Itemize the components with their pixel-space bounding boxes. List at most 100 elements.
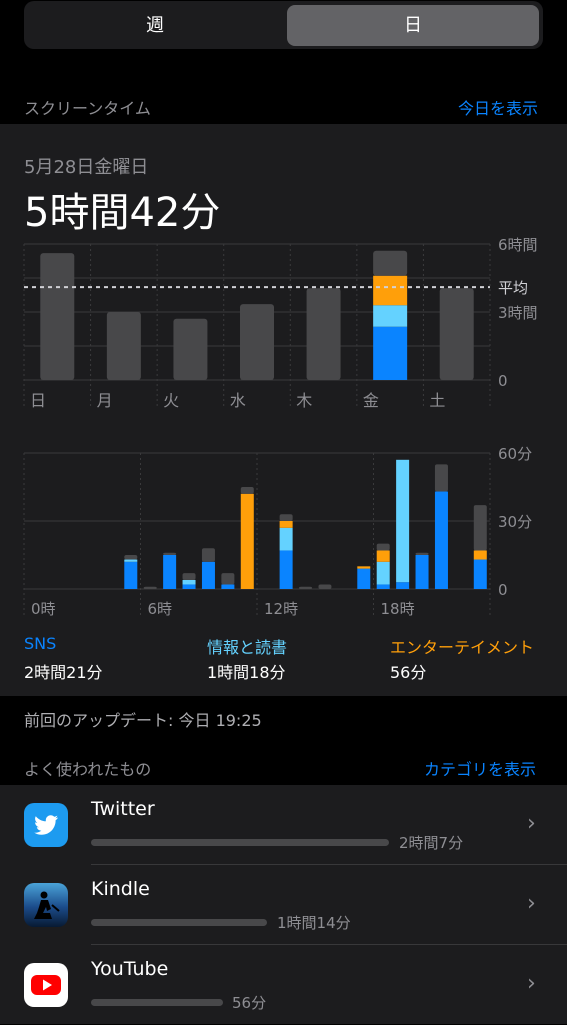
hour-bar-other (434, 464, 448, 492)
hour-bar-other (143, 586, 157, 589)
hour-bar-sns (415, 555, 429, 589)
summary-total-time: 5時間42分 (24, 190, 221, 236)
hour-bar-sns (182, 584, 196, 589)
hour-bar-reading (182, 579, 196, 585)
usage-bar (91, 999, 223, 1006)
hour-label: 18時 (381, 600, 415, 618)
day-bar (240, 304, 274, 380)
hour-bar-other (299, 586, 313, 589)
bar-entertainment (373, 275, 408, 306)
usage-time: 1時間14分 (277, 914, 351, 932)
day-label: 月 (97, 391, 113, 410)
bar-other (373, 250, 408, 276)
most-used-section-title: よく使われたもの (24, 760, 152, 779)
day-segment[interactable]: 日 (287, 5, 539, 46)
legend-reading-value: 1時間18分 (207, 663, 286, 682)
app-row-kindle[interactable]: Kindle 1時間14分 › (0, 865, 567, 945)
hour-bar-other (240, 487, 254, 494)
hour-bar-sns (221, 584, 235, 589)
legend-entertainment-label: エンターテイメント (390, 638, 535, 657)
hour-bar-sns (124, 561, 138, 589)
day-label: 火 (163, 391, 179, 410)
hour-bar-sns (201, 561, 215, 589)
summary-date: 5月28日金曜日 (24, 157, 149, 178)
last-update-text: 前回のアップデート: 今日 19:25 (24, 711, 262, 730)
kindle-icon (24, 883, 68, 927)
y-tick-label: 30分 (498, 513, 532, 531)
show-categories-link[interactable]: カテゴリを表示 (424, 760, 537, 779)
chevron-right-icon: › (527, 891, 536, 916)
app-name: Kindle (91, 878, 150, 900)
day-bar (173, 318, 208, 380)
hour-bar-entertainment (240, 493, 254, 589)
hour-bar-sns (163, 555, 177, 589)
hour-bar-reading (396, 459, 410, 583)
bar-reading (373, 305, 408, 327)
day-label: 日 (30, 391, 46, 410)
screen-time-section-title: スクリーンタイム (24, 99, 151, 118)
hour-bar-other (415, 552, 429, 555)
app-name: YouTube (91, 958, 169, 980)
hour-bar-other (318, 584, 332, 589)
row-divider (91, 864, 567, 865)
usage-time: 56分 (232, 994, 267, 1012)
youtube-icon (24, 963, 68, 1007)
weekly-chart[interactable]: 日 月 火 水 木 金 土 平均 6時間 3時間 0 (0, 236, 567, 416)
day-bar (106, 312, 141, 380)
y-tick-label: 6時間 (498, 236, 538, 254)
hour-label: 6時 (148, 600, 173, 618)
hour-bar-other (473, 505, 487, 551)
hour-bar-reading (279, 527, 293, 551)
legend-entertainment-value: 56分 (390, 663, 427, 682)
app-name: Twitter (91, 798, 155, 820)
day-bar (439, 288, 474, 380)
hour-bar-sns (279, 550, 293, 589)
hour-bar-sns (357, 568, 371, 589)
hour-bar-entertainment (473, 550, 487, 560)
app-row-youtube[interactable]: YouTube 56分 › (0, 945, 567, 1025)
week-segment[interactable]: 週 (146, 15, 164, 36)
hour-bar-reading (124, 559, 138, 562)
hour-bar-other (124, 555, 138, 560)
average-label: 平均 (498, 279, 528, 297)
chevron-right-icon: › (527, 971, 536, 996)
legend-reading-label: 情報と読書 (207, 638, 288, 657)
bar-sns (373, 326, 408, 380)
app-row-twitter[interactable]: Twitter 2時間7分 › (0, 785, 567, 865)
day-label: 金 (363, 391, 379, 410)
hour-bar-other (376, 543, 390, 551)
y-tick-label: 3時間 (498, 304, 538, 322)
hour-bar-other (182, 573, 196, 580)
hourly-chart[interactable]: 0時 6時 12時 18時 60分 30分 0 (0, 440, 567, 620)
usage-time: 2時間7分 (399, 834, 464, 852)
day-bar (40, 253, 75, 380)
hour-bar-entertainment (357, 566, 371, 569)
hour-bar-entertainment (376, 550, 390, 562)
show-today-link[interactable]: 今日を表示 (458, 99, 539, 118)
chevron-right-icon: › (527, 811, 536, 836)
twitter-icon (24, 803, 68, 847)
hour-bar-other (201, 548, 215, 562)
hour-label: 0時 (31, 600, 56, 618)
hour-label: 12時 (264, 600, 298, 618)
hour-bar-sns (434, 491, 448, 589)
usage-bar (91, 839, 389, 846)
day-label: 水 (230, 391, 246, 410)
y-tick-label: 60分 (498, 445, 532, 463)
hour-bar-sns (396, 582, 410, 589)
usage-bar (91, 919, 267, 926)
screen-time-card (0, 124, 567, 696)
y-tick-label: 0 (498, 372, 508, 390)
hour-bar-other (163, 552, 177, 555)
hour-bar-other (279, 514, 293, 521)
day-bar (306, 288, 341, 380)
most-used-list (0, 785, 567, 1024)
hour-bar-other (221, 573, 235, 585)
hour-bar-sns (376, 584, 390, 589)
period-segmented-control: 週 日 (24, 1, 543, 49)
day-label: 土 (429, 391, 445, 410)
y-tick-label: 0 (498, 581, 508, 599)
legend-sns-value: 2時間21分 (24, 663, 103, 682)
hour-bar-entertainment (279, 521, 293, 528)
day-label: 木 (296, 391, 312, 410)
